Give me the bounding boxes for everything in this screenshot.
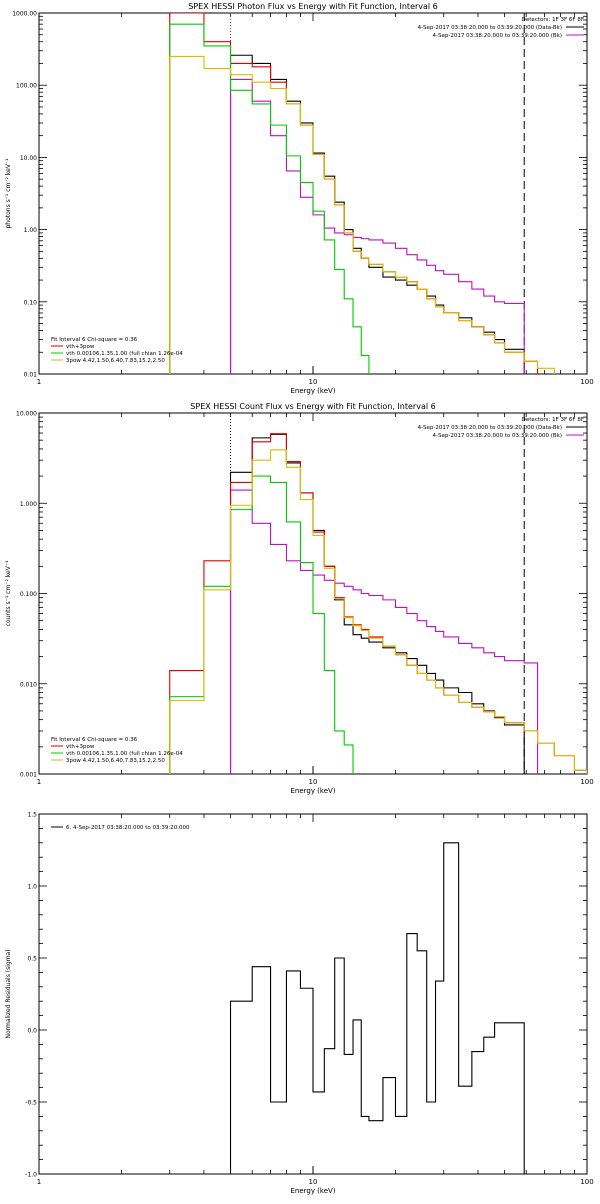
panel1-header-detectors: Detectors: 1F 3F 6F 8F	[522, 17, 584, 23]
panel1-y-tick-label: 1.00	[24, 227, 38, 234]
panel3-y-tick-label: -0.5	[25, 1100, 37, 1107]
panel1-y-tick-label: 1000.00	[12, 11, 37, 18]
panel3-y-tick-label: 1.0	[27, 884, 37, 891]
panel2-legend-entry: 3pow 4.42,1.50,6.40,7.83,15.2,2.50	[66, 758, 165, 764]
panel3-y-tick-label: 0.0	[27, 1028, 37, 1035]
panel3-y-axis-label: Normalized Residuals (sigma)	[5, 949, 12, 1038]
panel2-y-tick-label: 1.000	[20, 501, 37, 508]
panel2-header-line: 4-Sep-2017 03:38:20.000 to 03:39:20.000 …	[418, 425, 562, 431]
panel3-series-6-	[229, 842, 525, 1174]
panel2-legend-header: Fit Interval 6 Chi-square = 0.36	[51, 737, 138, 743]
panel2-header-line: 4-Sep-2017 03:38:20.000 to 03:39:20.000 …	[433, 433, 563, 439]
panel3-x-tick-label: 10	[309, 1178, 318, 1186]
panel1-header-line: 4-Sep-2017 03:38:20.000 to 03:39:20.000 …	[418, 25, 562, 31]
panel2-x-tick-label: 10	[309, 778, 318, 786]
panel2-x-tick-label: 100	[580, 778, 593, 786]
panel2-y-tick-label: 10.000	[16, 411, 37, 418]
panel3-y-tick-label: 0.5	[27, 956, 37, 963]
panel1-y-tick-label: 100.00	[16, 83, 37, 90]
panel2-series-bk	[229, 489, 539, 774]
panel2-title: SPEX HESSI Count Flux vs Energy with Fit…	[190, 402, 435, 411]
panel1-y-tick-label: 0.10	[24, 299, 38, 306]
panel2-series-data-bk	[229, 433, 525, 774]
panel1-legend-entry: 3pow 4.42,1.50,6.40,7.83,15.2,2.50	[66, 358, 165, 364]
panel1-legend-entry: vth+3pow	[66, 344, 95, 350]
panel2-y-tick-label: 0.100	[20, 591, 37, 598]
panel1-series-vth-3pow	[169, 13, 539, 374]
panel2-y-tick-label: 0.001	[20, 772, 37, 779]
panel3-y-tick-label: 1.5	[27, 812, 37, 819]
panel1-series-bk	[229, 78, 525, 374]
panel3-x-tick-label: 1	[37, 1178, 41, 1186]
panel2-x-axis-label: Energy (keV)	[290, 787, 335, 795]
panel3-x-tick-label: 100	[580, 1178, 593, 1186]
panel2-y-axis-label: counts s⁻¹ cm⁻² keV⁻¹	[5, 560, 12, 626]
panel1-legend-entry: vth 0.00106,1.35,1.00 (full chian 1.26e-…	[66, 351, 183, 357]
panel1-y-tick-label: 0.01	[24, 372, 38, 379]
panel2-legend-entry: vth 0.00106,1.35,1.00 (full chian 1.26e-…	[66, 751, 183, 757]
panel1-x-tick-label: 10	[309, 378, 318, 386]
panel1-y-axis-label: photons s⁻¹ cm⁻² keV⁻¹	[5, 158, 12, 229]
panel1-x-axis-label: Energy (keV)	[290, 387, 335, 395]
panel3-y-tick-label: -1.0	[25, 1172, 37, 1179]
panel3-x-axis-label: Energy (keV)	[290, 1187, 335, 1195]
panel1-series-vth	[169, 23, 370, 374]
panel2-x-tick-label: 1	[37, 778, 41, 786]
panel1-legend-header: Fit Interval 6 Chi-square = 0.36	[51, 337, 138, 343]
panel1-header-line: 4-Sep-2017 03:38:20.000 to 03:39:20.000 …	[433, 33, 563, 39]
panel1-y-tick-label: 10.00	[20, 155, 37, 162]
panel3-legend-entry: 6. 4-Sep-2017 03:38:20.000 to 03:39:20.0…	[66, 825, 190, 831]
panel1-series-data-bk	[229, 54, 525, 374]
panel1-title: SPEX HESSI Photon Flux vs Energy with Fi…	[188, 2, 438, 11]
panel1-x-tick-label: 1	[37, 378, 41, 386]
panel2-series-3pow	[169, 449, 587, 774]
panel2-series-vth	[169, 475, 354, 774]
panel2-y-tick-label: 0.010	[20, 681, 37, 688]
panel2-legend-entry: vth+3pow	[66, 744, 95, 750]
panel1-series-3pow	[169, 55, 555, 374]
panel1-x-tick-label: 100	[580, 378, 593, 386]
panel2-header-detectors: Detectors: 1F 3F 6F 8F	[522, 417, 584, 423]
